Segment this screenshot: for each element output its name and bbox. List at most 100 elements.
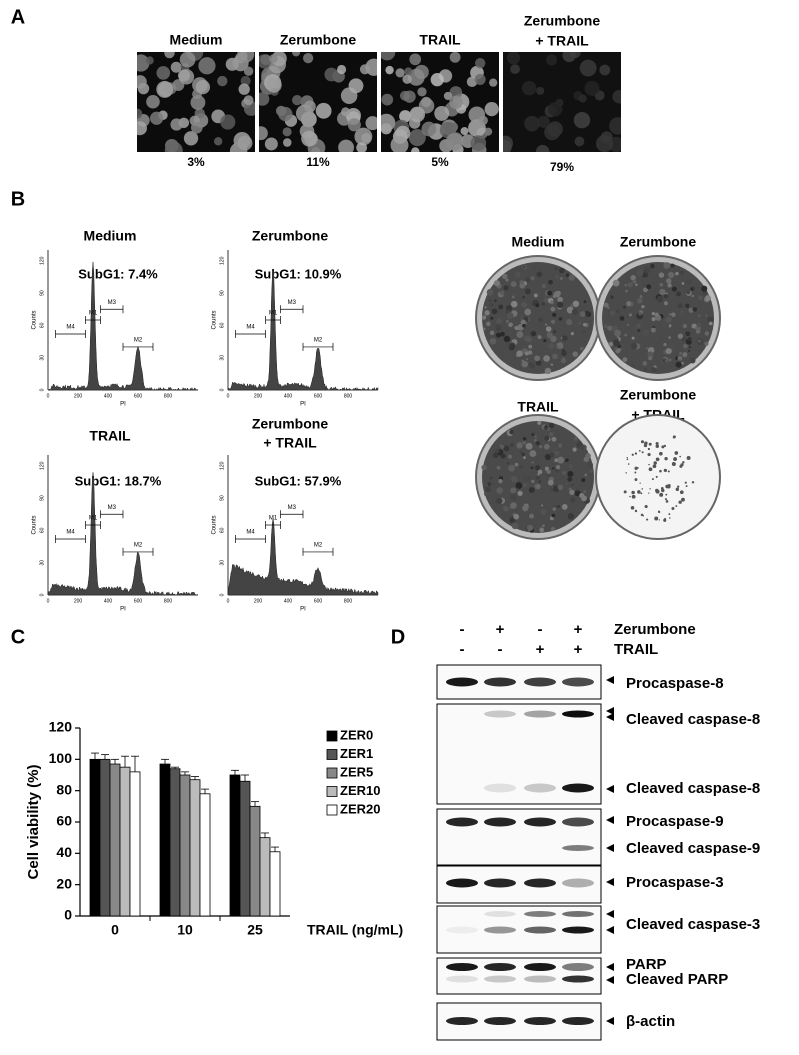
colony-texture [529,450,537,458]
colony [691,481,695,484]
colony-texture [643,335,648,340]
colony-texture [545,425,548,428]
colony-texture [513,513,520,520]
colony-texture [537,420,542,425]
bar [109,763,121,917]
treatment-sign: - [460,621,465,638]
colony-texture [500,453,506,459]
flow-x-tick: 200 [254,393,263,399]
colony-texture [508,464,516,472]
band [484,911,516,917]
blot-label: Cleaved caspase-9 [626,840,760,857]
flow-y-tick: 0 [219,593,225,596]
colony-texture [534,355,540,362]
colony-texture [676,291,681,297]
colony-texture [531,479,535,483]
colony-texture [516,331,524,338]
colony-texture [486,288,494,296]
colony-texture [552,353,558,360]
colony-texture [514,462,519,467]
colony-texture [506,462,509,465]
colony-texture [521,452,525,456]
colony-texture [535,475,540,481]
gate-label: M1 [89,311,98,317]
cell [417,87,427,97]
cell [243,101,255,116]
colony [648,492,650,494]
colony-texture [522,440,527,445]
histogram [48,261,199,391]
colony-texture [670,263,675,268]
colony-texture [570,497,576,503]
colony-texture [530,466,534,470]
colony-texture [557,296,563,303]
band [446,926,478,934]
cell [521,80,537,96]
colony [669,517,671,519]
gate-label: M2 [314,338,323,344]
colony-texture [677,355,683,361]
flow-x-tick: 800 [344,598,353,604]
colony [652,464,657,469]
flow-x-tick: 400 [104,598,113,604]
cell [156,66,171,80]
blot-label: β-actin [626,1013,675,1030]
legend-label: ZER20 [340,801,380,816]
band [524,963,556,971]
colony-texture [554,505,557,508]
band [524,783,556,793]
colony-texture [708,321,713,326]
colony-texture [553,330,557,334]
band [562,710,594,718]
colony-texture [534,434,538,439]
error-bar [231,769,239,775]
colony-texture [510,300,518,308]
colony-texture [681,282,685,285]
flow-x-tick: 600 [134,393,143,399]
cell [291,94,303,106]
colony-texture [689,357,696,364]
colony-texture [627,282,633,288]
error-bar [91,752,99,760]
cell [506,52,521,65]
cell [315,102,332,119]
colony-texture [630,363,635,368]
colony-texture [567,470,574,477]
colony-texture [581,478,586,483]
colony-texture [536,457,541,461]
bar [189,779,201,917]
colony-texture [522,437,527,441]
colony-texture [509,506,512,509]
gate-label: M3 [108,300,117,306]
colony-texture [531,461,535,464]
flow-y-tick: 60 [39,322,45,328]
colony [675,487,680,492]
arrowhead [606,976,614,984]
colony-texture [481,464,487,471]
colony-texture [521,302,527,308]
panel-label: D [391,626,405,648]
flow-x-tick: 200 [74,393,83,399]
flow-y-tick: 30 [39,560,45,566]
flow-x-tick: 400 [284,393,293,399]
gate-label: M1 [269,311,278,317]
colony-texture [552,312,557,317]
cell [259,54,272,69]
panel-label: A [11,6,25,28]
colony-texture [485,486,491,493]
band [562,677,594,687]
flow-title: Zerumbone [252,228,328,244]
cell [217,75,228,87]
cell [443,91,453,101]
band [446,1017,478,1025]
colony-texture [612,279,620,287]
cell [578,94,587,103]
colony-texture [663,262,671,269]
cell [421,96,432,108]
condition-title: Zerumbone [524,13,600,29]
colony-texture [570,332,574,336]
error-bar [111,758,119,765]
colony-texture [541,504,544,507]
cell [484,101,499,117]
colony-texture [548,342,555,350]
